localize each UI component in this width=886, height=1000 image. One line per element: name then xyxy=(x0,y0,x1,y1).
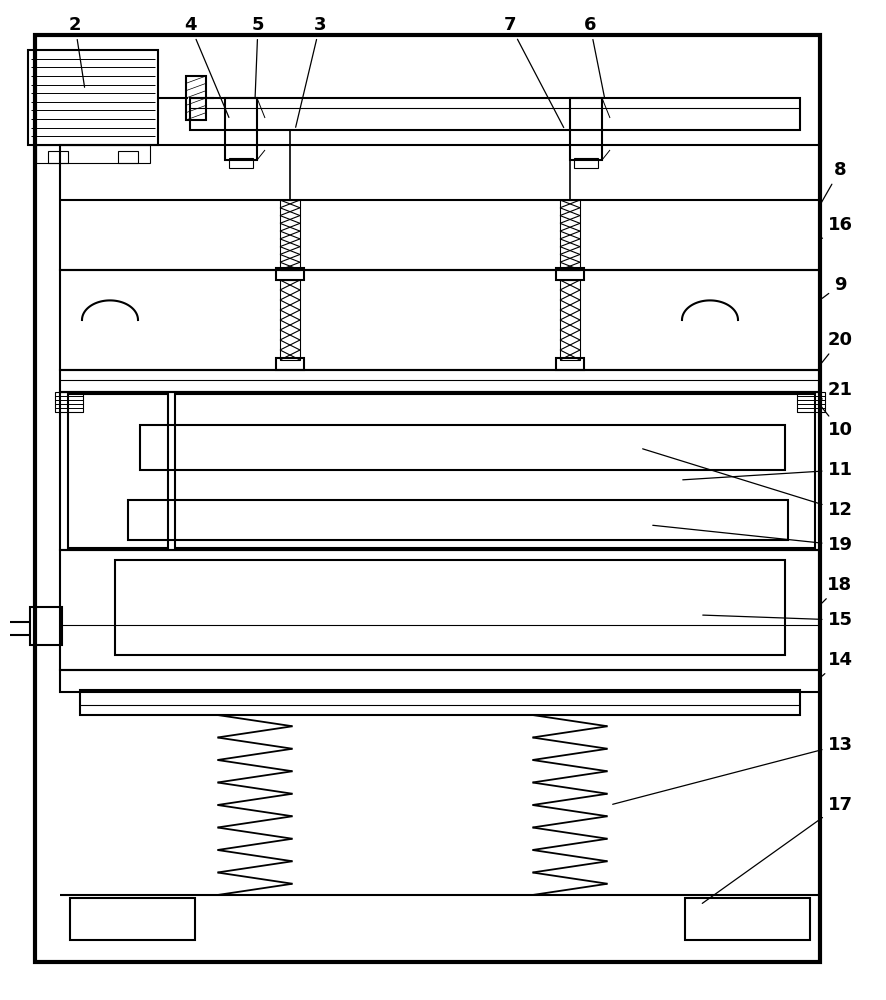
Bar xyxy=(559,280,579,360)
Bar xyxy=(225,98,257,160)
Text: 2: 2 xyxy=(69,16,84,87)
Bar xyxy=(60,550,819,670)
Text: 11: 11 xyxy=(682,461,851,480)
Text: 20: 20 xyxy=(820,331,851,363)
Bar xyxy=(556,358,583,370)
Bar xyxy=(280,200,299,270)
Text: 5: 5 xyxy=(252,16,264,97)
Bar xyxy=(175,394,814,548)
Bar xyxy=(229,158,253,168)
Bar xyxy=(570,98,602,160)
Bar xyxy=(280,280,299,360)
Bar xyxy=(70,898,195,940)
Bar xyxy=(55,392,83,412)
Text: 6: 6 xyxy=(583,16,603,97)
Text: 4: 4 xyxy=(183,16,229,117)
Bar xyxy=(118,151,138,163)
Bar xyxy=(30,607,62,645)
Bar xyxy=(556,268,583,280)
Text: 21: 21 xyxy=(819,381,851,400)
Bar xyxy=(68,394,167,548)
Bar xyxy=(35,35,819,962)
Text: 15: 15 xyxy=(702,611,851,629)
Text: 10: 10 xyxy=(820,407,851,439)
Bar xyxy=(276,268,304,280)
Bar xyxy=(60,145,819,270)
Bar xyxy=(276,358,304,370)
Bar xyxy=(684,898,809,940)
Bar xyxy=(28,50,158,145)
Bar xyxy=(80,690,799,715)
Bar xyxy=(60,670,819,692)
Text: 9: 9 xyxy=(821,276,845,298)
Bar xyxy=(140,425,784,470)
Text: 17: 17 xyxy=(702,796,851,903)
Bar xyxy=(48,151,68,163)
Bar xyxy=(36,145,150,163)
Bar xyxy=(186,76,206,120)
Bar xyxy=(115,560,784,655)
Bar xyxy=(60,392,819,550)
Text: 18: 18 xyxy=(821,576,851,603)
Bar xyxy=(797,392,824,412)
Bar xyxy=(559,200,579,270)
Text: 8: 8 xyxy=(820,161,845,203)
Text: 7: 7 xyxy=(503,16,563,128)
Text: 3: 3 xyxy=(295,16,326,127)
Bar xyxy=(60,370,819,392)
Text: 13: 13 xyxy=(612,736,851,804)
Text: 16: 16 xyxy=(821,216,851,238)
Bar xyxy=(190,98,799,130)
Text: 12: 12 xyxy=(642,449,851,519)
Text: 14: 14 xyxy=(821,651,851,676)
Bar xyxy=(128,500,787,540)
Text: 19: 19 xyxy=(652,525,851,554)
Bar xyxy=(60,270,819,370)
Bar xyxy=(573,158,597,168)
